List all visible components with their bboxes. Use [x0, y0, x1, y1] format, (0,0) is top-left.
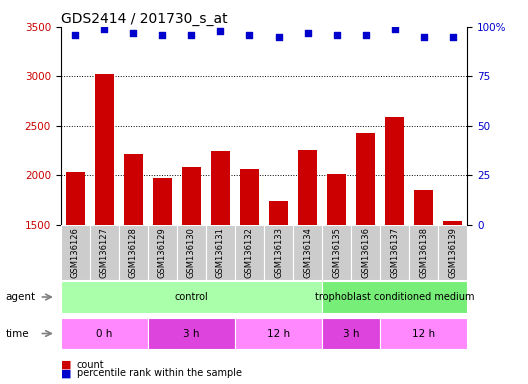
Text: ■: ■ — [61, 368, 71, 378]
Bar — [298, 151, 317, 373]
Text: GSM136126: GSM136126 — [71, 227, 80, 278]
Text: ■: ■ — [61, 360, 71, 370]
Point — [129, 30, 138, 36]
Point — [391, 26, 399, 32]
Point — [303, 30, 312, 36]
Text: GSM136139: GSM136139 — [448, 227, 457, 278]
Bar — [211, 151, 230, 373]
Bar — [322, 225, 351, 280]
Text: GSM136127: GSM136127 — [100, 227, 109, 278]
Point — [361, 32, 370, 38]
Text: time: time — [5, 328, 29, 339]
Text: 12 h: 12 h — [412, 328, 435, 339]
Bar — [438, 225, 467, 280]
Bar — [444, 221, 462, 373]
Point — [216, 28, 225, 34]
Point — [449, 34, 457, 40]
Text: GSM136128: GSM136128 — [129, 227, 138, 278]
Bar — [148, 225, 177, 280]
Bar — [235, 225, 264, 280]
Bar — [409, 225, 438, 280]
Point — [187, 32, 196, 38]
Text: GSM136134: GSM136134 — [303, 227, 312, 278]
Bar — [327, 174, 346, 373]
Bar — [269, 201, 288, 373]
Bar — [322, 318, 380, 349]
Bar — [385, 117, 404, 373]
Bar — [153, 178, 172, 373]
Text: 3 h: 3 h — [183, 328, 200, 339]
Text: GSM136131: GSM136131 — [216, 227, 225, 278]
Text: 0 h: 0 h — [96, 328, 112, 339]
Bar — [322, 281, 467, 313]
Point — [158, 32, 167, 38]
Bar — [351, 225, 380, 280]
Point — [245, 32, 254, 38]
Text: 12 h: 12 h — [267, 328, 290, 339]
Bar — [148, 318, 235, 349]
Bar — [124, 154, 143, 373]
Bar — [95, 74, 114, 373]
Bar — [90, 225, 119, 280]
Bar — [380, 225, 409, 280]
Bar — [177, 225, 206, 280]
Point — [71, 32, 80, 38]
Text: GSM136132: GSM136132 — [245, 227, 254, 278]
Text: GSM136138: GSM136138 — [419, 227, 428, 278]
Text: trophoblast conditioned medium: trophoblast conditioned medium — [315, 292, 475, 302]
Text: GSM136135: GSM136135 — [332, 227, 341, 278]
Bar — [206, 225, 235, 280]
Bar — [66, 172, 84, 373]
Bar — [61, 225, 90, 280]
Bar — [264, 225, 293, 280]
Text: agent: agent — [5, 292, 35, 302]
Bar — [119, 225, 148, 280]
Text: percentile rank within the sample: percentile rank within the sample — [77, 368, 242, 378]
Bar — [356, 133, 375, 373]
Point — [420, 34, 428, 40]
Point — [275, 34, 283, 40]
Text: GSM136133: GSM136133 — [274, 227, 283, 278]
Text: GDS2414 / 201730_s_at: GDS2414 / 201730_s_at — [61, 12, 228, 26]
Text: control: control — [175, 292, 208, 302]
Bar — [414, 190, 433, 373]
Text: count: count — [77, 360, 104, 370]
Bar — [235, 318, 322, 349]
Bar — [61, 318, 148, 349]
Bar — [240, 169, 259, 373]
Text: 3 h: 3 h — [343, 328, 360, 339]
Bar — [182, 167, 201, 373]
Bar — [61, 281, 322, 313]
Text: GSM136129: GSM136129 — [158, 227, 167, 278]
Text: GSM136137: GSM136137 — [390, 227, 399, 278]
Point — [333, 32, 341, 38]
Text: GSM136130: GSM136130 — [187, 227, 196, 278]
Bar — [380, 318, 467, 349]
Point — [100, 26, 109, 32]
Text: GSM136136: GSM136136 — [361, 227, 370, 278]
Bar — [293, 225, 322, 280]
